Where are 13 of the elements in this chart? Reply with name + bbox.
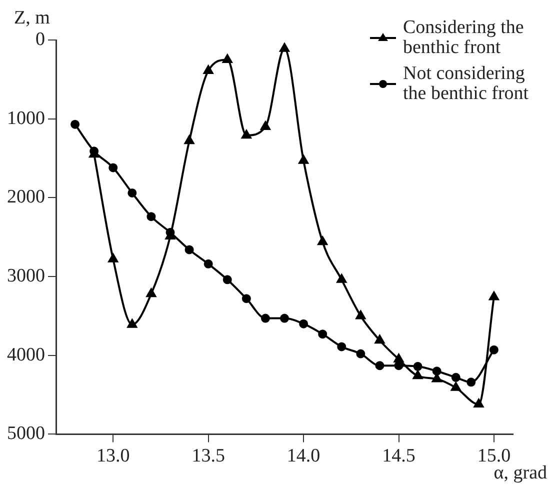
y-tick-label: 3000: [7, 266, 45, 287]
x-tick-label: 13.0: [96, 446, 130, 467]
y-axis-title: Z, m: [14, 7, 50, 28]
legend-label: Considering the benthic front: [403, 17, 525, 58]
x-tick-label: 13.5: [192, 446, 225, 467]
x-tick-label: 14.5: [382, 446, 416, 467]
y-tick-label: 0: [36, 28, 45, 50]
x-tick-label: 14.0: [286, 446, 320, 467]
legend-label: Not considering the benthic front: [403, 63, 530, 104]
y-tick-label: 4000: [7, 344, 45, 366]
y-tick-label: 5000: [7, 423, 45, 444]
y-tick-label: 2000: [7, 186, 45, 208]
y-tick-label: 1000: [7, 108, 45, 129]
